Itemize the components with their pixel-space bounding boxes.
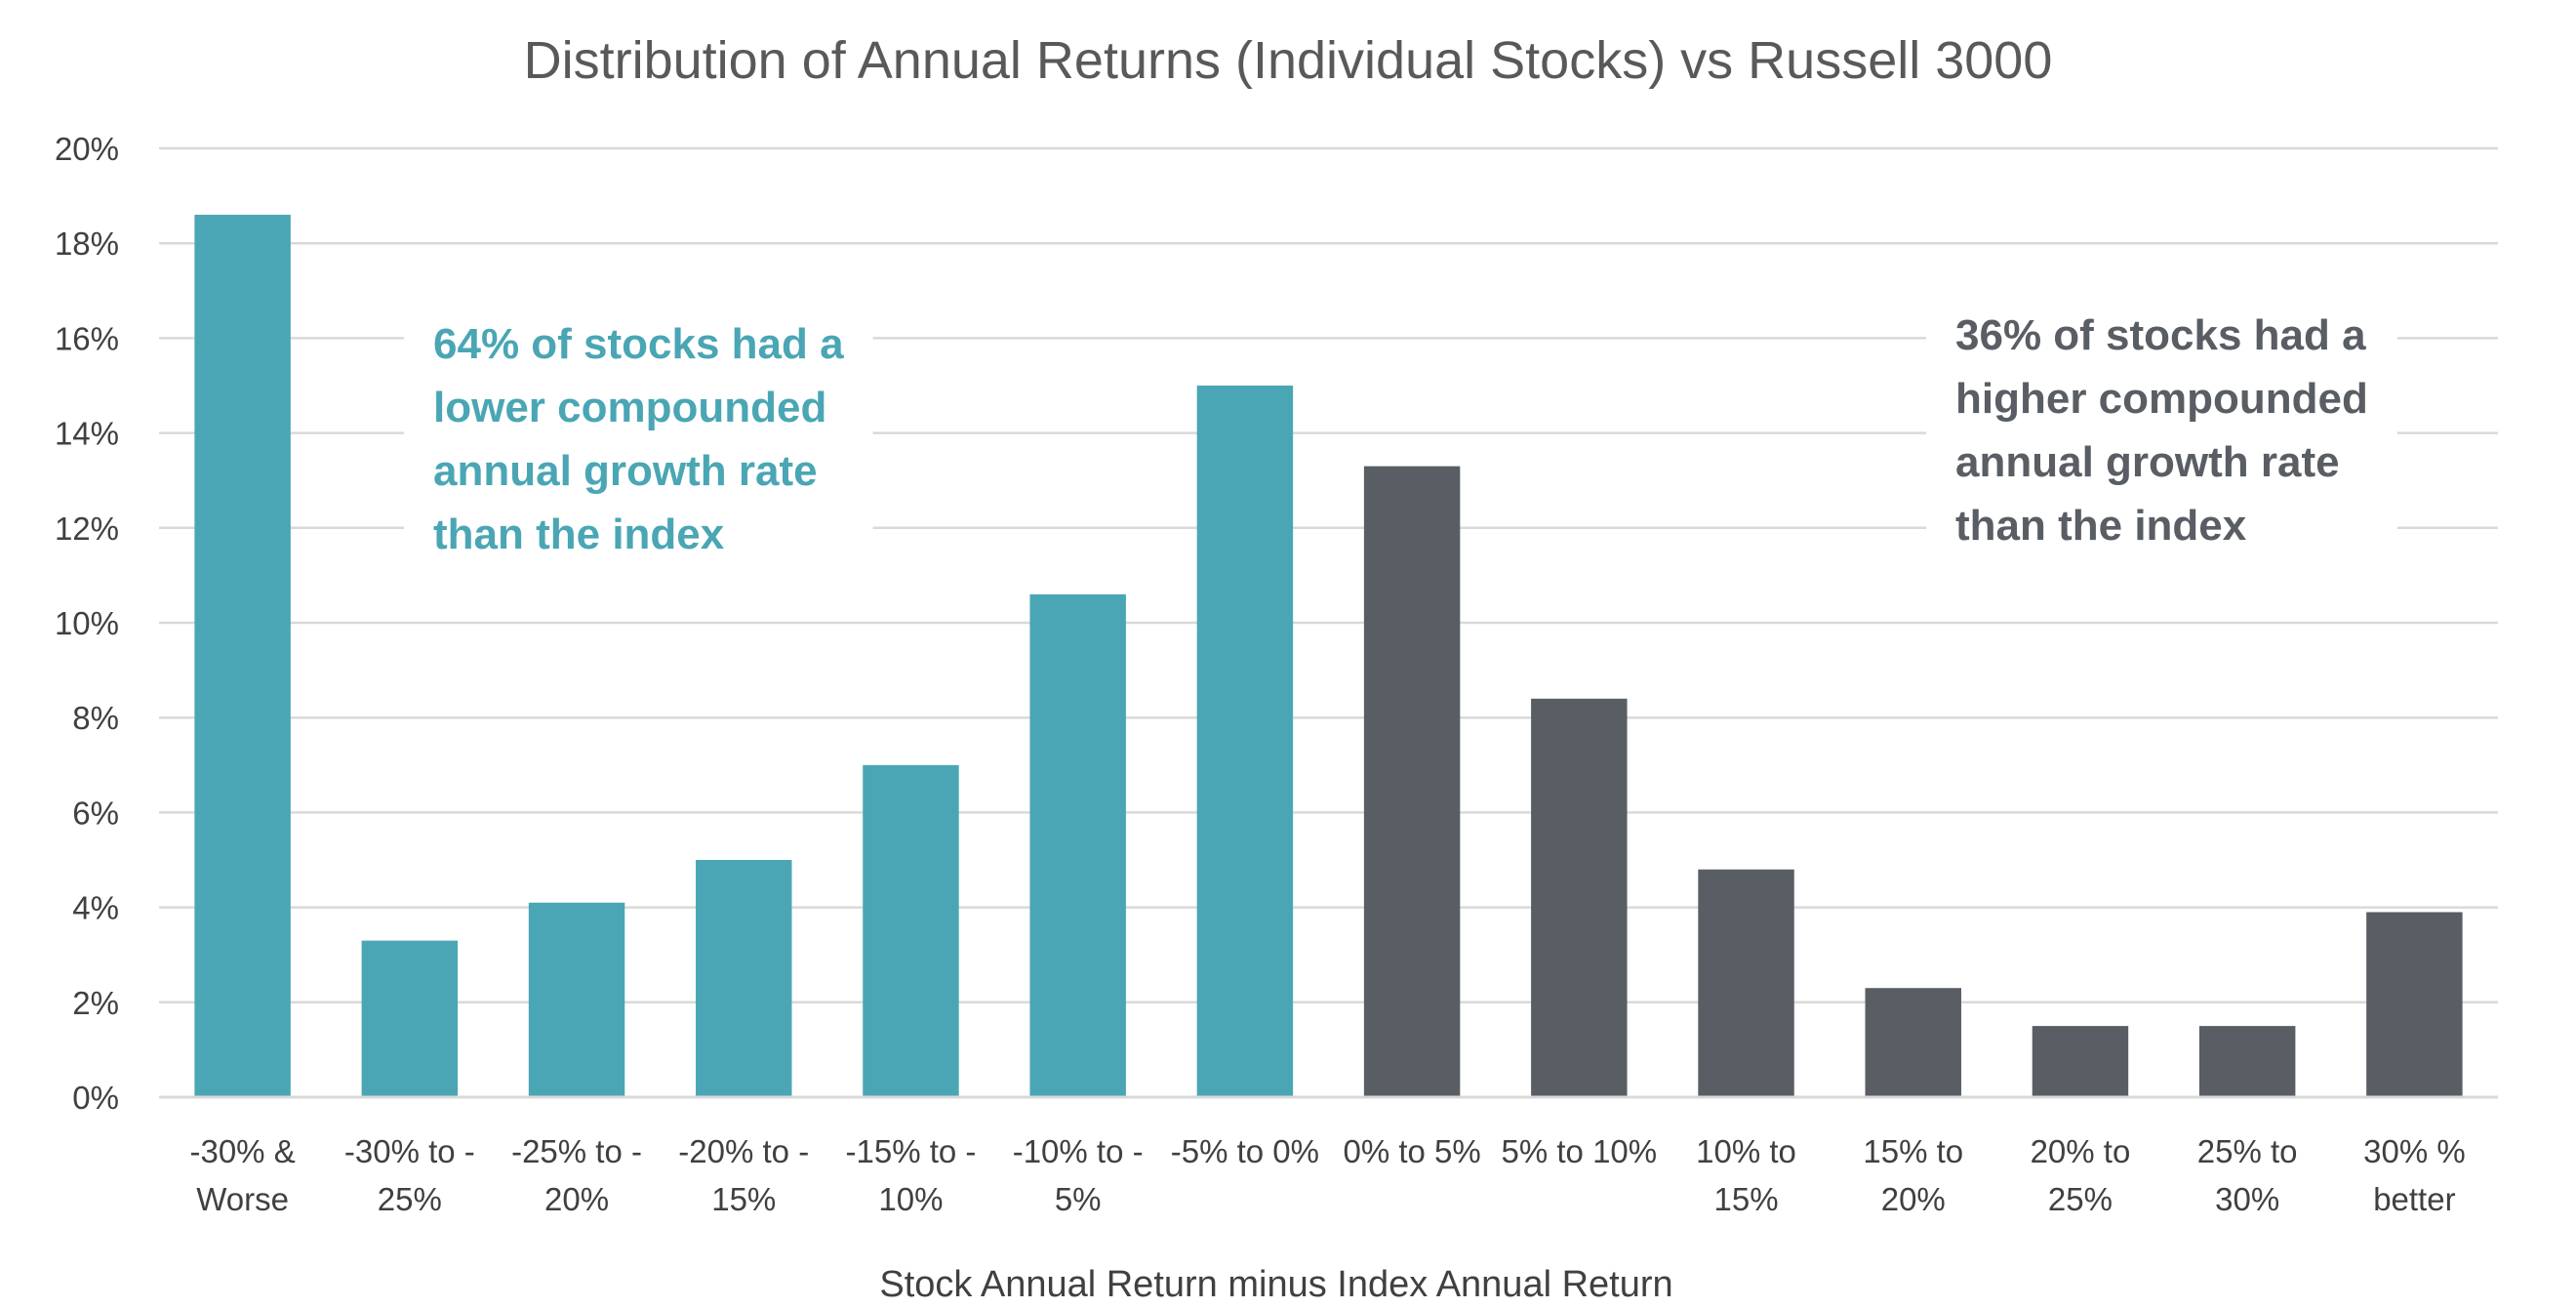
x-tick-label-line: -10% to - [1013,1133,1144,1169]
x-tick-label: -10% to - 5% [1013,1133,1144,1217]
y-axis-ticks: 0% 2% 4% 6% 8% 10% 12% 14% 16% 18% 20% [55,131,119,1116]
y-tick-label: 6% [72,795,119,831]
annotation-background [1926,291,2397,561]
x-tick-label-line: 10% to [1696,1133,1796,1169]
bar-8 [1363,466,1461,1097]
x-tick-label-line: 5% to 10% [1502,1133,1658,1169]
bar-9 [1531,698,1628,1097]
y-tick-label: 2% [72,985,119,1021]
x-tick-label: -25% to - 20% [511,1133,642,1217]
x-tick-label-line: 20% [1881,1181,1946,1217]
y-tick-label: 18% [55,225,119,262]
y-tick-label: 20% [55,131,119,167]
x-tick-label-line: -30% & [189,1133,295,1169]
y-tick-label: 0% [72,1080,119,1116]
x-tick-label-line: -30% to - [344,1133,475,1169]
x-tick-label-line: 25% to [2197,1133,2298,1169]
annotation-line: lower compounded [433,384,826,431]
x-tick-label-line: 30% % [2363,1133,2466,1169]
y-tick-label: 8% [72,700,119,736]
x-tick-label: 25% to 30% [2197,1133,2298,1217]
x-tick-label-line: -5% to 0% [1171,1133,1319,1169]
x-tick-label-line: 0% to 5% [1343,1133,1480,1169]
x-tick-label-line: better [2373,1181,2455,1217]
x-tick-label: -30% & Worse [189,1133,295,1217]
bar-5 [863,764,959,1097]
x-tick-label-line: Worse [196,1181,289,1217]
bar-12 [2032,1026,2129,1097]
y-tick-label: 10% [55,605,119,641]
x-tick-label: -5% to 0% [1171,1133,1319,1169]
y-tick-label: 12% [55,511,119,547]
annotation-line: 64% of stocks had a [433,320,844,368]
y-tick-label: 4% [72,890,119,926]
bar-3 [528,902,625,1097]
x-axis-ticks: -30% & Worse -30% to - 25% -25% to - 20% -20% … [189,1133,2465,1217]
annotation-line: higher compounded [1955,375,2368,423]
x-tick-label: 30% % better [2363,1133,2466,1217]
bar-14 [2366,912,2463,1097]
bar-1 [194,215,291,1098]
bar-13 [2198,1026,2296,1097]
bars [194,215,2463,1098]
x-tick-label-line: 5% [1055,1181,1102,1217]
x-tick-label-line: 20% to [2031,1133,2131,1169]
y-tick-label: 16% [55,320,119,356]
annotation-line: 36% of stocks had a [1955,311,2366,359]
x-tick-label-line: 15% [711,1181,776,1217]
x-tick-label-line: 15% to [1863,1133,1963,1169]
bar-10 [1698,869,1794,1097]
annotation-backgrounds [404,291,2397,570]
bar-7 [1196,386,1294,1097]
bar-6 [1029,593,1126,1097]
x-axis-label: Stock Annual Return minus Index Annual R… [879,1264,1672,1305]
annotation-lower: 64% of stocks had a lower compounded annua… [433,320,844,558]
y-tick-label: 14% [55,416,119,452]
annotation-line: than the index [433,511,725,558]
chart-title: Distribution of Annual Returns (Individu… [524,31,2053,90]
x-tick-label-line: 25% [378,1181,442,1217]
x-tick-label: 10% to 15% [1696,1133,1796,1217]
bar-4 [696,860,792,1097]
x-tick-label-line: -25% to - [511,1133,642,1169]
annotations: 64% of stocks had a lower compounded annua… [433,311,2368,558]
annotation-background [404,300,873,570]
x-tick-label-line: 25% [2048,1181,2113,1217]
annotation-line: annual growth rate [433,447,818,495]
bar-2 [361,940,459,1097]
annotation-higher: 36% of stocks had a higher compounded annu… [1955,311,2368,550]
x-tick-label: 15% to 20% [1863,1133,1963,1217]
x-tick-label-line: 10% [878,1181,943,1217]
x-tick-label-line: 30% [2215,1181,2279,1217]
gridlines [159,146,2498,1004]
x-tick-label: -30% to - 25% [344,1133,475,1217]
x-tick-label-line: -20% to - [678,1133,809,1169]
x-tick-label: -15% to - 10% [846,1133,977,1217]
x-tick-label: 20% to 25% [2031,1133,2131,1217]
x-tick-label: 0% to 5% [1343,1133,1480,1169]
x-tick-label-line: -15% to - [846,1133,977,1169]
annotation-line: annual growth rate [1955,438,2340,486]
x-tick-label: 5% to 10% [1502,1133,1658,1169]
x-tick-label-line: 15% [1714,1181,1779,1217]
annotation-line: than the index [1955,502,2247,550]
x-tick-label-line: 20% [544,1181,609,1217]
bar-11 [1865,988,1961,1097]
x-tick-label: -20% to - 15% [678,1133,809,1217]
